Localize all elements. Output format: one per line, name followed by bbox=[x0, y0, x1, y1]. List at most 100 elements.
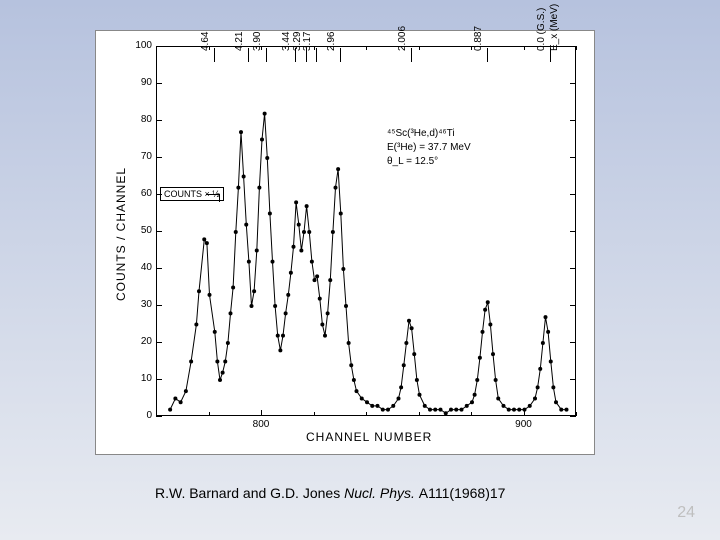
data-point bbox=[292, 245, 296, 249]
y-tick-label: 30 bbox=[128, 299, 152, 310]
data-point bbox=[399, 385, 403, 389]
data-point bbox=[439, 408, 443, 412]
data-point bbox=[512, 408, 516, 412]
y-tick-mark bbox=[570, 342, 576, 343]
spectrum-line bbox=[170, 114, 566, 414]
peak-tick bbox=[411, 48, 412, 62]
data-point bbox=[433, 408, 437, 412]
x-minor-tick bbox=[471, 412, 472, 416]
data-point bbox=[184, 389, 188, 393]
peak-label: 0.0 (G.S.) bbox=[536, 8, 547, 51]
data-point bbox=[517, 408, 521, 412]
peak-tick bbox=[214, 48, 215, 62]
data-point bbox=[208, 293, 212, 297]
data-point bbox=[352, 378, 356, 382]
data-point bbox=[481, 330, 485, 334]
x-minor-tick bbox=[156, 46, 157, 50]
data-point bbox=[486, 300, 490, 304]
peak-label: 3.90 bbox=[252, 32, 263, 51]
x-axis-label: CHANNEL NUMBER bbox=[306, 430, 432, 444]
peak-tick bbox=[266, 48, 267, 62]
data-point bbox=[223, 360, 227, 364]
data-point bbox=[491, 352, 495, 356]
data-point bbox=[541, 341, 545, 345]
data-point bbox=[323, 334, 327, 338]
data-point bbox=[449, 408, 453, 412]
x-tick-label: 800 bbox=[246, 419, 276, 430]
y-tick-mark bbox=[570, 231, 576, 232]
data-point bbox=[168, 408, 172, 412]
data-point bbox=[231, 286, 235, 290]
y-tick-mark bbox=[570, 305, 576, 306]
peak-label: 0.887 bbox=[473, 26, 484, 51]
x-minor-tick bbox=[576, 412, 577, 416]
data-point bbox=[202, 237, 206, 241]
data-point bbox=[179, 400, 183, 404]
data-point bbox=[554, 400, 558, 404]
data-point bbox=[286, 293, 290, 297]
y-axis-label: COUNTS / CHANNEL bbox=[114, 167, 128, 301]
y-tick-mark bbox=[156, 379, 162, 380]
x-minor-tick bbox=[471, 46, 472, 50]
y-tick-label: 90 bbox=[128, 77, 152, 88]
ex-axis-label: E_x (MeV) bbox=[549, 4, 560, 51]
data-point bbox=[268, 212, 272, 216]
data-point bbox=[412, 352, 416, 356]
y-tick-label: 10 bbox=[128, 373, 152, 384]
peak-label: 2.006 bbox=[397, 26, 408, 51]
data-point bbox=[415, 378, 419, 382]
data-point bbox=[239, 130, 243, 134]
y-tick-mark bbox=[570, 83, 576, 84]
plot-area bbox=[156, 46, 576, 416]
data-point bbox=[250, 304, 254, 308]
data-point bbox=[313, 278, 317, 282]
slide: CHANNEL NUMBER COUNTS / CHANNEL ⁴⁵Sc(³He… bbox=[0, 0, 720, 540]
y-tick-mark bbox=[156, 120, 162, 121]
data-point bbox=[470, 400, 474, 404]
y-tick-label: 40 bbox=[128, 262, 152, 273]
data-point bbox=[465, 404, 469, 408]
data-point bbox=[299, 249, 303, 253]
data-point bbox=[236, 186, 240, 190]
data-point bbox=[294, 200, 298, 204]
data-point bbox=[260, 138, 264, 142]
data-point bbox=[271, 260, 275, 264]
data-point bbox=[360, 397, 364, 401]
data-point bbox=[402, 363, 406, 367]
peak-label: 3.44 bbox=[281, 32, 292, 51]
y-tick-mark bbox=[570, 120, 576, 121]
y-tick-mark bbox=[156, 157, 162, 158]
y-tick-mark bbox=[570, 379, 576, 380]
data-point bbox=[189, 360, 193, 364]
data-point bbox=[297, 223, 301, 227]
data-point bbox=[244, 223, 248, 227]
y-tick-mark bbox=[570, 194, 576, 195]
data-point bbox=[284, 311, 288, 315]
peak-tick bbox=[340, 48, 341, 62]
data-point bbox=[263, 112, 267, 116]
data-point bbox=[197, 289, 201, 293]
x-minor-tick bbox=[261, 412, 262, 416]
data-point bbox=[347, 341, 351, 345]
data-point bbox=[536, 385, 540, 389]
x-minor-tick bbox=[419, 412, 420, 416]
y-tick-mark bbox=[156, 83, 162, 84]
y-tick-mark bbox=[570, 157, 576, 158]
reaction-line-3: θ_L = 12.5° bbox=[387, 155, 471, 169]
x-minor-tick bbox=[366, 412, 367, 416]
peak-label: 4.64 bbox=[200, 32, 211, 51]
data-point bbox=[376, 404, 380, 408]
data-point bbox=[326, 311, 330, 315]
figure-panel: CHANNEL NUMBER COUNTS / CHANNEL ⁴⁵Sc(³He… bbox=[95, 30, 595, 455]
data-point bbox=[391, 404, 395, 408]
y-tick-mark bbox=[156, 416, 162, 417]
peak-tick bbox=[316, 48, 317, 62]
data-point bbox=[344, 304, 348, 308]
peak-label: 3.29 bbox=[292, 32, 303, 51]
data-point bbox=[281, 334, 285, 338]
data-point bbox=[339, 212, 343, 216]
peak-label: 2.96 bbox=[326, 32, 337, 51]
data-point bbox=[278, 348, 282, 352]
data-point bbox=[255, 249, 259, 253]
data-point bbox=[386, 408, 390, 412]
